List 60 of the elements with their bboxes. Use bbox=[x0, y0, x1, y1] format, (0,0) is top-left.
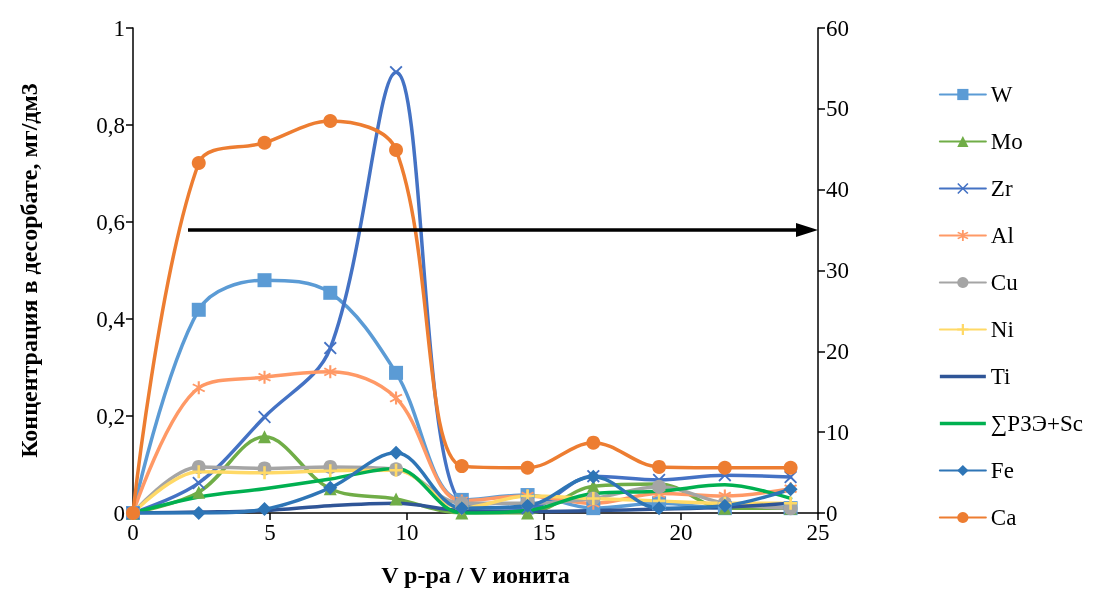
point bbox=[192, 485, 206, 499]
y-tick-label: 0,8 bbox=[96, 112, 125, 138]
y-tick-label: 0 bbox=[113, 500, 125, 526]
point bbox=[323, 464, 337, 478]
point bbox=[652, 459, 667, 474]
x-tick-label: 10 bbox=[395, 520, 419, 545]
x-axis-title: V р-ра / V ионита bbox=[381, 562, 570, 588]
y-axis-title: Концентрация в десорбате, мг/дм3 bbox=[16, 83, 42, 458]
point bbox=[257, 135, 272, 150]
point bbox=[257, 502, 272, 517]
point bbox=[783, 460, 798, 475]
legend-label: W bbox=[990, 82, 1013, 107]
point bbox=[191, 302, 206, 317]
x-tick-label: 15 bbox=[532, 520, 556, 545]
legend-label: ∑РЗЭ+Sc bbox=[990, 411, 1084, 436]
y-tick-label: 0,2 bbox=[96, 403, 125, 429]
point bbox=[192, 476, 206, 490]
y2-tick-label: 20 bbox=[826, 338, 849, 364]
point bbox=[717, 460, 732, 475]
point bbox=[454, 459, 469, 474]
point bbox=[389, 143, 404, 158]
y-tick-label: 1 bbox=[113, 15, 125, 41]
point bbox=[323, 341, 337, 355]
point bbox=[257, 273, 272, 288]
point bbox=[389, 445, 404, 460]
point bbox=[389, 65, 403, 79]
legend-label: Zr bbox=[990, 176, 1013, 201]
legend-label: Mo bbox=[990, 129, 1023, 154]
point bbox=[323, 113, 338, 128]
point bbox=[191, 155, 206, 170]
point bbox=[389, 492, 403, 506]
x-tick-label: 20 bbox=[669, 520, 693, 545]
point bbox=[191, 506, 206, 520]
y2-tick-label: 10 bbox=[826, 419, 849, 445]
point bbox=[784, 496, 798, 510]
point bbox=[389, 391, 403, 405]
point bbox=[258, 430, 272, 444]
point bbox=[258, 370, 272, 384]
legend-label: Ni bbox=[990, 317, 1014, 342]
legend-label: Al bbox=[990, 223, 1014, 248]
x-tick-label: 5 bbox=[264, 520, 276, 545]
y2-tick-label: 60 bbox=[826, 15, 849, 41]
point bbox=[192, 465, 206, 479]
y2-tick-label: 50 bbox=[826, 96, 849, 122]
point bbox=[520, 460, 535, 475]
legend-label: Fe bbox=[990, 458, 1014, 483]
point bbox=[323, 365, 337, 379]
legend-label: Ca bbox=[990, 505, 1017, 530]
legend-label: Ti bbox=[990, 364, 1011, 389]
point bbox=[192, 381, 206, 395]
point bbox=[323, 285, 338, 300]
point bbox=[586, 435, 601, 450]
point bbox=[258, 466, 272, 480]
y-tick-label: 0,4 bbox=[96, 306, 126, 332]
y2-tick-label: 30 bbox=[826, 258, 849, 283]
y2-tick-label: 40 bbox=[826, 177, 849, 203]
point bbox=[652, 501, 667, 516]
legend-label: Cu bbox=[990, 270, 1019, 295]
y-tick-label: 0,6 bbox=[96, 209, 125, 235]
point bbox=[389, 365, 404, 380]
